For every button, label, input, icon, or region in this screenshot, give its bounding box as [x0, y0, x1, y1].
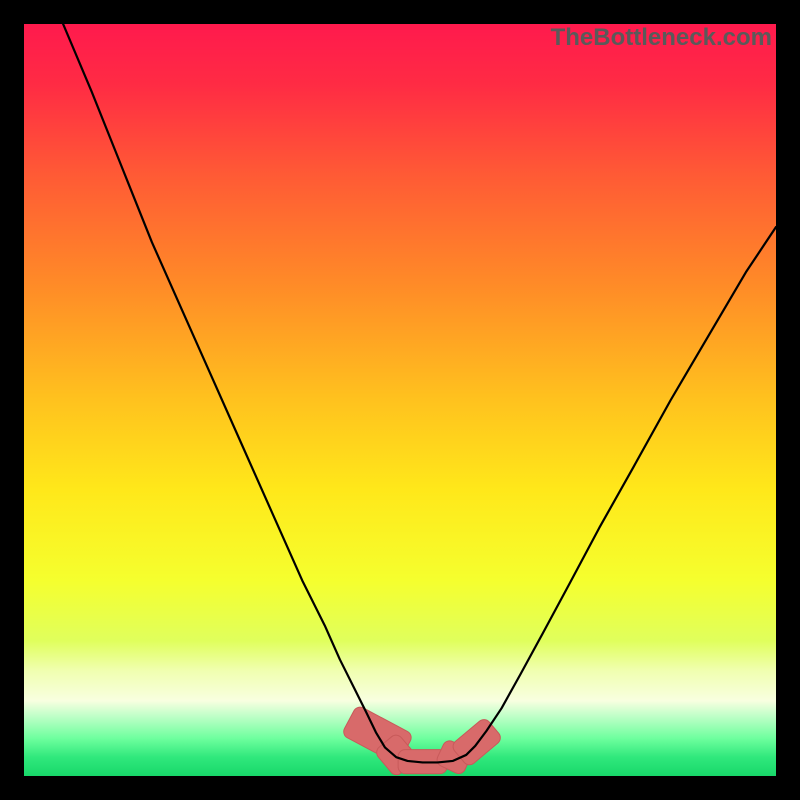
gradient-background — [24, 24, 776, 776]
watermark-text: TheBottleneck.com — [551, 24, 772, 52]
chart-svg — [24, 24, 776, 776]
plot-area — [24, 24, 776, 776]
